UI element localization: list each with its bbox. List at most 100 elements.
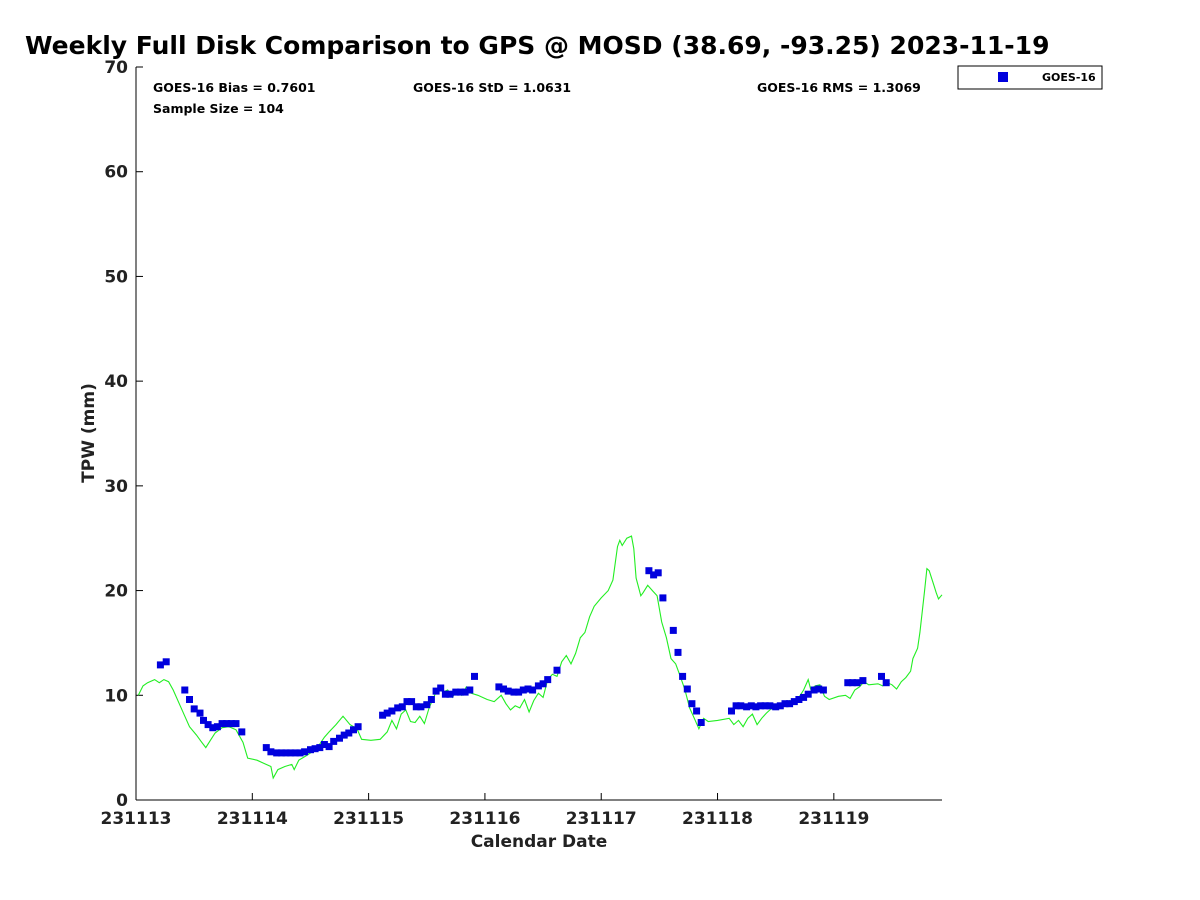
x-tick-label: 231113 <box>101 809 172 829</box>
y-tick-label: 60 <box>104 163 128 183</box>
goes-16-point <box>737 702 745 710</box>
goes-16-point <box>471 672 478 680</box>
sample-size-stat: Sample Size = 104 <box>153 101 284 116</box>
goes-16-point <box>200 716 207 724</box>
goes-16-point <box>761 702 769 710</box>
goes-16-point <box>504 687 512 695</box>
goes-16-point <box>181 686 189 694</box>
goes-16-point <box>408 698 416 706</box>
goes-16-point <box>654 569 662 577</box>
goes-16-point <box>743 703 751 711</box>
goes-16-point <box>853 679 861 687</box>
goes-16-point <box>697 719 705 726</box>
goes-16-point <box>190 705 198 713</box>
y-tick-label: 50 <box>104 267 128 287</box>
goes-16-point <box>679 672 687 680</box>
goes-16-point <box>394 704 402 712</box>
goes-16-point <box>330 737 338 745</box>
x-axis-label: Calendar Date <box>471 832 608 852</box>
goes-16-point <box>452 688 460 696</box>
goes-16-point <box>461 688 469 696</box>
goes-16-point <box>776 702 784 710</box>
goes-16-point <box>218 720 226 728</box>
goes-16-point <box>650 571 658 579</box>
y-tick-label: 20 <box>104 582 128 602</box>
y-tick-label: 30 <box>104 477 128 497</box>
goes-16-point <box>810 686 818 694</box>
goes-16-point <box>781 700 789 708</box>
goes-16-point <box>340 731 348 739</box>
goes-16-point <box>227 720 235 728</box>
goes-16-point <box>354 723 362 731</box>
x-tick-label: 231118 <box>682 809 753 829</box>
goes-16-point <box>539 680 547 688</box>
y-tick-label: 0 <box>116 791 128 811</box>
goes-16-point <box>553 666 561 674</box>
goes-16-point <box>162 658 170 666</box>
goes-16-point <box>795 696 803 703</box>
goes-16-point <box>427 696 435 703</box>
goes-16-point <box>790 698 798 706</box>
y-axis-label: TPW (mm) <box>79 383 99 483</box>
goes-16-series <box>156 567 890 757</box>
goes-16-point <box>534 682 542 690</box>
goes-16-point <box>510 688 518 696</box>
goes-16-point <box>674 648 682 656</box>
goes-16-point <box>287 749 295 757</box>
goes-16-point <box>267 748 275 756</box>
x-tick-label: 231116 <box>449 809 520 829</box>
goes-16-point <box>804 690 812 698</box>
goes-16-point <box>156 661 164 669</box>
goes-16-point <box>320 741 328 748</box>
goes-16-point <box>757 702 765 710</box>
x-tick-label: 231115 <box>333 809 404 829</box>
goes-16-point <box>345 729 353 737</box>
goes-16-point <box>350 726 357 734</box>
goes-16-point <box>186 696 193 703</box>
goes-16-point <box>688 700 696 708</box>
goes-16-point <box>441 690 449 698</box>
goes-16-point <box>544 676 552 684</box>
goes-16-point <box>500 685 507 693</box>
std-stat: GOES-16 StD = 1.0631 <box>413 80 571 95</box>
rms-stat: GOES-16 RMS = 1.3069 <box>757 80 921 95</box>
goes-16-point <box>417 703 425 711</box>
x-tick-label: 231119 <box>798 809 869 829</box>
goes-16-point <box>882 679 890 687</box>
goes-16-point <box>645 567 653 575</box>
goes-16-point <box>296 749 304 757</box>
chart-title: Weekly Full Disk Comparison to GPS @ MOS… <box>25 31 1049 60</box>
goes-16-point <box>752 703 760 711</box>
goes-16-point <box>659 594 667 602</box>
goes-16-point <box>262 744 270 752</box>
goes-16-point <box>412 703 420 711</box>
goes-16-point <box>800 693 808 701</box>
goes-16-point <box>204 721 212 729</box>
goes-16-point <box>307 746 314 754</box>
bias-stat: GOES-16 Bias = 0.7601 <box>153 80 315 95</box>
legend-label-goes-16: GOES-16 <box>1042 71 1096 84</box>
goes-16-point <box>819 686 827 694</box>
goes-16-point <box>213 723 221 731</box>
goes-16-point <box>388 707 396 715</box>
goes-16-point <box>524 685 532 693</box>
goes-16-point <box>466 686 474 694</box>
goes-16-point <box>747 702 755 710</box>
goes-16-point <box>437 684 445 692</box>
goes-16-point <box>432 687 440 695</box>
goes-16-point <box>403 698 411 706</box>
goes-16-point <box>732 702 740 710</box>
goes-16-point <box>232 720 240 728</box>
y-tick-label: 40 <box>104 372 128 392</box>
goes-16-point <box>291 749 299 757</box>
goes-16-point <box>311 745 319 753</box>
goes-16-point <box>423 701 431 709</box>
y-tick-label: 10 <box>104 686 128 706</box>
goes-16-point <box>515 688 523 696</box>
goes-16-point <box>325 743 333 751</box>
goes-16-point <box>815 685 823 693</box>
goes-16-point <box>238 728 246 736</box>
goes-16-point <box>398 703 406 711</box>
gps-line <box>137 535 943 780</box>
goes-16-point <box>859 677 867 685</box>
